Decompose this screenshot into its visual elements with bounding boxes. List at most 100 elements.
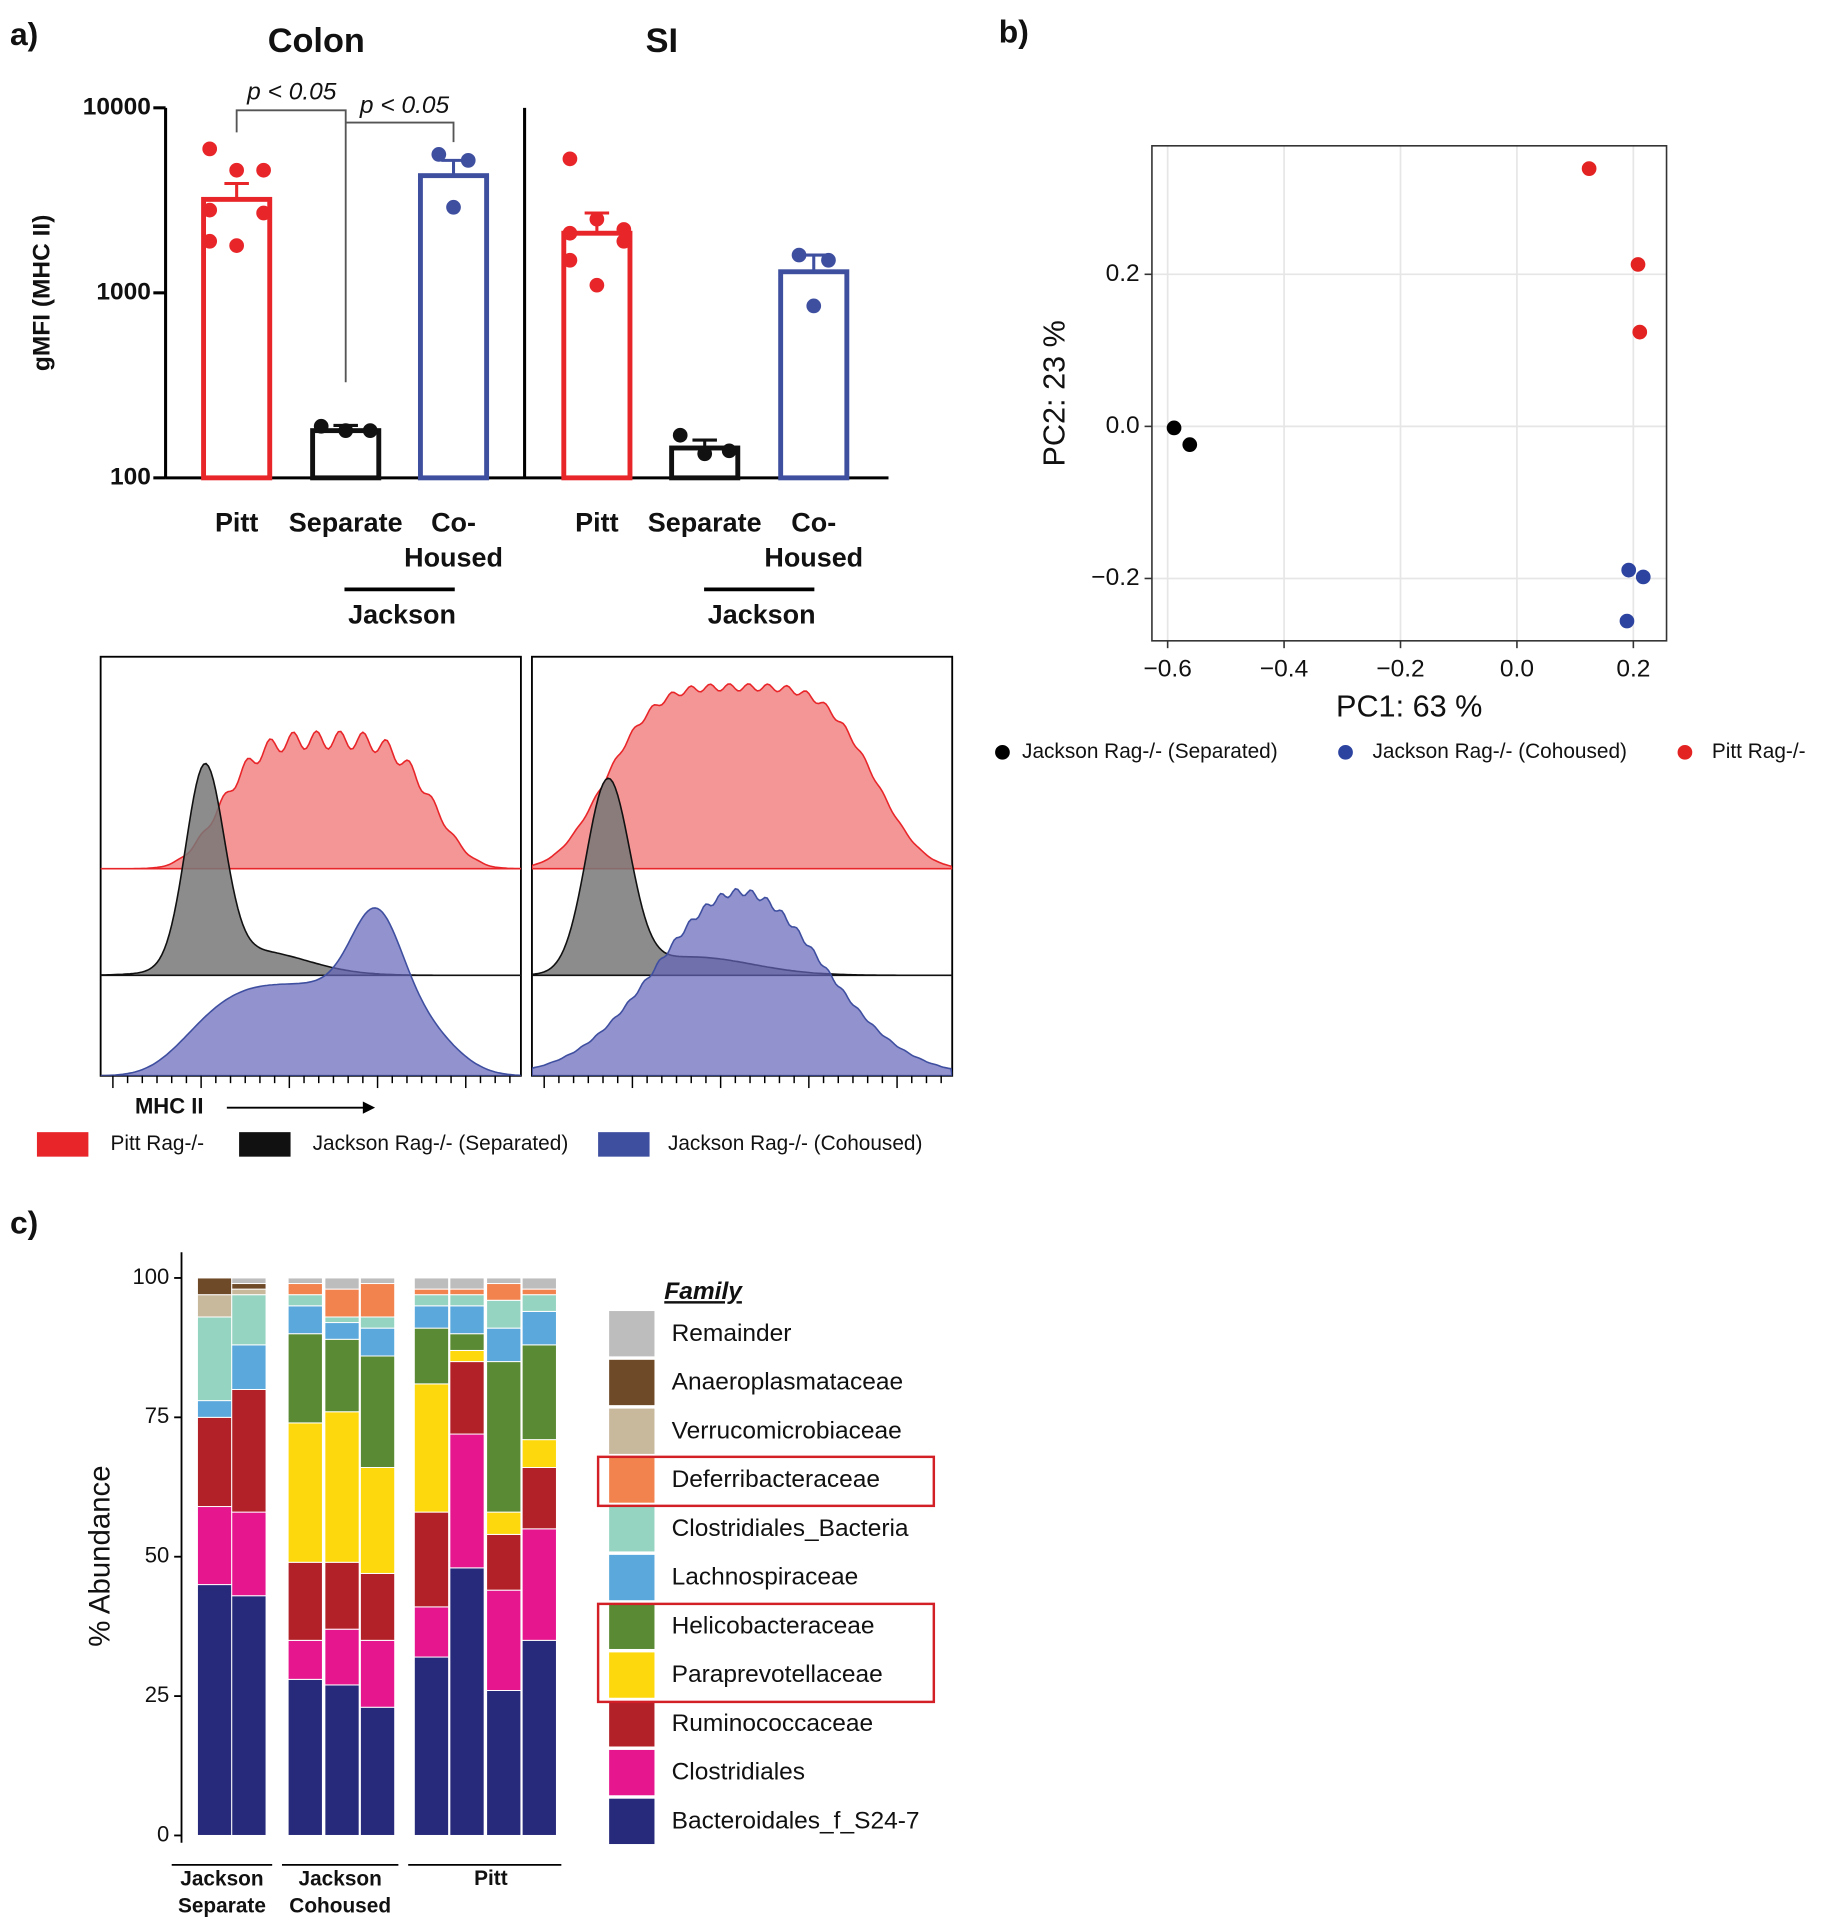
data-point: [1632, 324, 1648, 340]
bar-segment: [486, 1277, 522, 1285]
data-point: [202, 233, 218, 249]
legend-label: Paraprevotellaceae: [672, 1661, 883, 1688]
bar-segment: [324, 1411, 360, 1563]
data-point: [562, 225, 578, 241]
data-point: [1619, 613, 1635, 629]
data-point: [313, 418, 329, 434]
legend-label: Bacteroidales_f_S24-7: [672, 1807, 920, 1834]
bar-segment: [359, 1706, 396, 1836]
bar-segment: [521, 1344, 557, 1441]
data-point: [229, 238, 245, 253]
bar-segment: [324, 1628, 360, 1686]
bar-segment: [413, 1511, 450, 1608]
y-tick-label: 50: [145, 1543, 170, 1568]
data-point: [562, 151, 578, 167]
annotation: p < 0.05: [359, 92, 450, 119]
bar-segment: [521, 1294, 557, 1312]
x-tick-label: Pitt: [575, 508, 618, 538]
data-point: [616, 222, 632, 237]
x-tick-label: −0.2: [1376, 656, 1424, 683]
bar-segment: [287, 1294, 323, 1307]
legend-swatch: [609, 1311, 655, 1357]
panel-title: Colon: [268, 22, 365, 60]
legend-label: Jackson Rag-/- (Cohoused): [1372, 740, 1627, 763]
bar-segment: [413, 1656, 450, 1836]
bar-segment: [287, 1283, 323, 1296]
bar-segment: [413, 1277, 450, 1290]
y-axis-label: gMFI (MHC II): [29, 215, 56, 371]
y-axis-label: PC2: 23 %: [1037, 320, 1071, 466]
bar-segment: [359, 1316, 396, 1329]
highlight-box: [596, 1602, 936, 1704]
bar-segment: [231, 1388, 267, 1513]
bar-segment: [231, 1595, 267, 1836]
panel-label: a): [10, 16, 38, 52]
bar-segment: [486, 1690, 522, 1836]
bar-segment: [413, 1288, 450, 1296]
bar-segment: [486, 1283, 522, 1301]
legend-marker: [995, 744, 1010, 760]
bar-segment: [449, 1567, 485, 1836]
data-point: [1630, 257, 1646, 272]
y-tick-label: 0: [157, 1821, 169, 1846]
legend-label: Pitt Rag-/-: [1712, 740, 1806, 763]
bar-segment: [324, 1277, 360, 1290]
x-tick-label: −0.6: [1143, 656, 1191, 683]
data-point: [589, 211, 605, 227]
bar-segment: [521, 1639, 557, 1836]
legend-label: Ruminococcaceae: [672, 1710, 874, 1737]
bar-segment: [359, 1639, 396, 1708]
legend-label: Clostridiales: [672, 1759, 805, 1786]
group-label: Jackson: [708, 599, 816, 629]
bar-segment: [359, 1327, 396, 1357]
data-point: [589, 277, 605, 293]
bar: [561, 230, 633, 481]
legend-label: Jackson Rag-/- (Separated): [313, 1132, 569, 1155]
bar-segment: [231, 1283, 267, 1290]
bar-segment: [324, 1288, 360, 1318]
x-axis-label: PC1: 63 %: [1336, 689, 1482, 723]
bar-segment: [287, 1639, 323, 1680]
bar-segment: [486, 1327, 522, 1363]
x-tick-label: 0.0: [1500, 656, 1534, 683]
data-point: [1166, 420, 1182, 436]
group-label: Jackson: [348, 599, 456, 629]
data-point: [202, 202, 218, 218]
data-point: [338, 423, 354, 438]
annotation: p < 0.05: [246, 79, 337, 106]
bar-segment: [521, 1528, 557, 1641]
bar: [417, 173, 490, 481]
bracket: [235, 109, 347, 383]
legend-swatch: [609, 1798, 655, 1845]
data-point: [256, 205, 271, 221]
bar-segment: [359, 1283, 396, 1318]
x-tick-label: 0.2: [1616, 656, 1650, 683]
bar-segment: [324, 1316, 360, 1324]
legend-label: Anaeroplasmataceae: [672, 1369, 904, 1396]
bar-segment: [486, 1511, 522, 1535]
data-point: [202, 141, 218, 157]
x-axis-label: MHC II: [135, 1093, 204, 1118]
bracket: [345, 121, 455, 143]
legend-label: Jackson Rag-/- (Cohoused): [668, 1132, 923, 1155]
bar-segment: [324, 1322, 360, 1340]
bar-segment: [413, 1606, 450, 1658]
plot-frame: [1151, 145, 1668, 642]
data-point: [446, 199, 461, 215]
legend-label: Jackson Rag-/- (Separated): [1022, 740, 1278, 763]
legend-label: Pitt Rag-/-: [110, 1132, 204, 1155]
bar-segment: [486, 1589, 522, 1691]
bar-segment: [521, 1310, 557, 1346]
group-label: Jackson Cohoused: [289, 1867, 391, 1917]
data-point: [229, 162, 245, 178]
legend-swatch: [609, 1603, 655, 1649]
legend-swatch: [609, 1359, 655, 1406]
legend-swatch: [609, 1408, 655, 1454]
legend-label: Helicobacteraceae: [672, 1612, 875, 1639]
y-tick-label: 0.0: [1106, 412, 1140, 439]
legend-swatch: [609, 1652, 655, 1698]
group-label: Pitt: [474, 1867, 508, 1890]
legend-swatch: [609, 1749, 655, 1796]
legend-label: Lachnospiraceae: [672, 1564, 859, 1591]
bar-segment: [413, 1305, 450, 1329]
